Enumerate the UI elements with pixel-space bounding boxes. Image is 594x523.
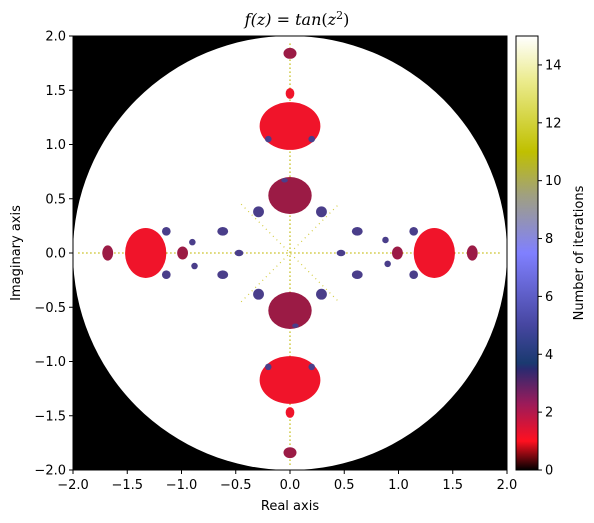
y-tick-label: −0.5 bbox=[34, 301, 66, 316]
fractal-blob bbox=[259, 102, 321, 150]
fractal-blob bbox=[283, 47, 297, 59]
y-tick-label: −1.5 bbox=[34, 409, 66, 424]
x-axis-label: Real axis bbox=[261, 499, 319, 514]
y-tick-label: 1.5 bbox=[45, 84, 66, 99]
fractal-blob bbox=[413, 228, 455, 278]
fractal-blob bbox=[384, 260, 391, 268]
x-tick-label: 0.0 bbox=[280, 478, 301, 493]
y-tick-label: −1.0 bbox=[34, 355, 66, 370]
colorbar: 0 2 4 6 8 10 12 14 Number of iterations bbox=[515, 35, 587, 479]
fractal-blob bbox=[308, 363, 315, 371]
fractal-blobs bbox=[102, 47, 478, 459]
y-tick-label: 0.0 bbox=[45, 247, 66, 262]
x-axis-ticks: −2.0 −1.5 −1.0 −0.5 0.0 0.5 1.0 1.5 2.0 bbox=[57, 470, 517, 493]
fractal-blob bbox=[268, 292, 312, 329]
fractal-blob bbox=[125, 228, 167, 278]
fractal-blob bbox=[316, 288, 327, 300]
colorbar-tick-label: 14 bbox=[545, 58, 562, 73]
colorbar-tick-label: 6 bbox=[545, 290, 553, 305]
x-tick-label: 2.0 bbox=[497, 478, 518, 493]
fractal-blob bbox=[409, 270, 419, 280]
fractal-blob bbox=[351, 270, 363, 280]
colorbar-tick-label: 2 bbox=[545, 406, 553, 421]
fractal-blob bbox=[281, 178, 288, 183]
fractal-blob bbox=[265, 135, 272, 143]
y-axis-label: Imaginary axis bbox=[9, 205, 24, 301]
fractal-blob bbox=[191, 262, 198, 270]
fractal-blob bbox=[351, 226, 363, 236]
colorbar-tick-label: 8 bbox=[545, 232, 553, 247]
y-axis-ticks: −2.0 −1.5 −1.0 −0.5 0.0 0.5 1.0 1.5 2.0 bbox=[34, 30, 73, 479]
y-tick-label: 0.5 bbox=[45, 192, 66, 207]
fractal-blob bbox=[285, 88, 295, 99]
fractal-blob bbox=[102, 245, 114, 261]
fractal-blob bbox=[161, 226, 171, 236]
fractal-blob bbox=[285, 407, 295, 418]
fractal-blob bbox=[409, 226, 419, 236]
x-tick-label: −0.5 bbox=[220, 478, 252, 493]
x-tick-label: −1.5 bbox=[111, 478, 143, 493]
fractal-blob bbox=[391, 246, 403, 260]
filament-diagonal bbox=[240, 203, 340, 303]
plot-area bbox=[73, 36, 507, 470]
fractal-blob bbox=[234, 249, 244, 257]
fractal-blob bbox=[177, 246, 189, 260]
colorbar-tick-label: 4 bbox=[545, 348, 553, 363]
fractal-blob bbox=[336, 249, 346, 257]
filament-diagonal bbox=[240, 203, 340, 303]
fractal-blob bbox=[382, 236, 389, 244]
fractal-blob bbox=[308, 135, 315, 143]
fractal-blob bbox=[259, 356, 321, 404]
colorbar-tick-label: 10 bbox=[545, 174, 562, 189]
fractal-blob bbox=[161, 270, 171, 280]
x-tick-label: 1.5 bbox=[442, 478, 463, 493]
inside-disk-region bbox=[73, 36, 507, 470]
y-tick-label: 2.0 bbox=[45, 30, 66, 45]
x-tick-label: 1.0 bbox=[388, 478, 409, 493]
colorbar-tick-label: 12 bbox=[545, 116, 562, 131]
colorbar-label: Number of iterations bbox=[572, 185, 587, 320]
fractal-blob bbox=[268, 177, 312, 214]
fractal-blob bbox=[292, 323, 299, 328]
colorbar-gradient bbox=[515, 35, 539, 471]
colorbar-tick-label: 0 bbox=[545, 464, 553, 479]
fractal-blob bbox=[253, 288, 264, 300]
fractal-blob bbox=[253, 206, 264, 218]
fractal-blob bbox=[283, 447, 297, 459]
y-tick-label: 1.0 bbox=[45, 138, 66, 153]
x-tick-label: −2.0 bbox=[57, 478, 89, 493]
x-tick-label: 0.5 bbox=[334, 478, 355, 493]
fractal-blob bbox=[316, 206, 327, 218]
fractal-blob bbox=[217, 226, 229, 236]
chart-title: f(z) = tan(z2) bbox=[244, 9, 350, 29]
fractal-blob bbox=[466, 245, 478, 261]
fractal-blob bbox=[217, 270, 229, 280]
x-tick-label: −1.0 bbox=[166, 478, 198, 493]
fractal-blob bbox=[189, 238, 196, 246]
colorbar-ticks: 0 2 4 6 8 10 12 14 bbox=[538, 58, 562, 479]
fractal-blob bbox=[265, 363, 272, 371]
y-tick-label: −2.0 bbox=[34, 464, 66, 479]
